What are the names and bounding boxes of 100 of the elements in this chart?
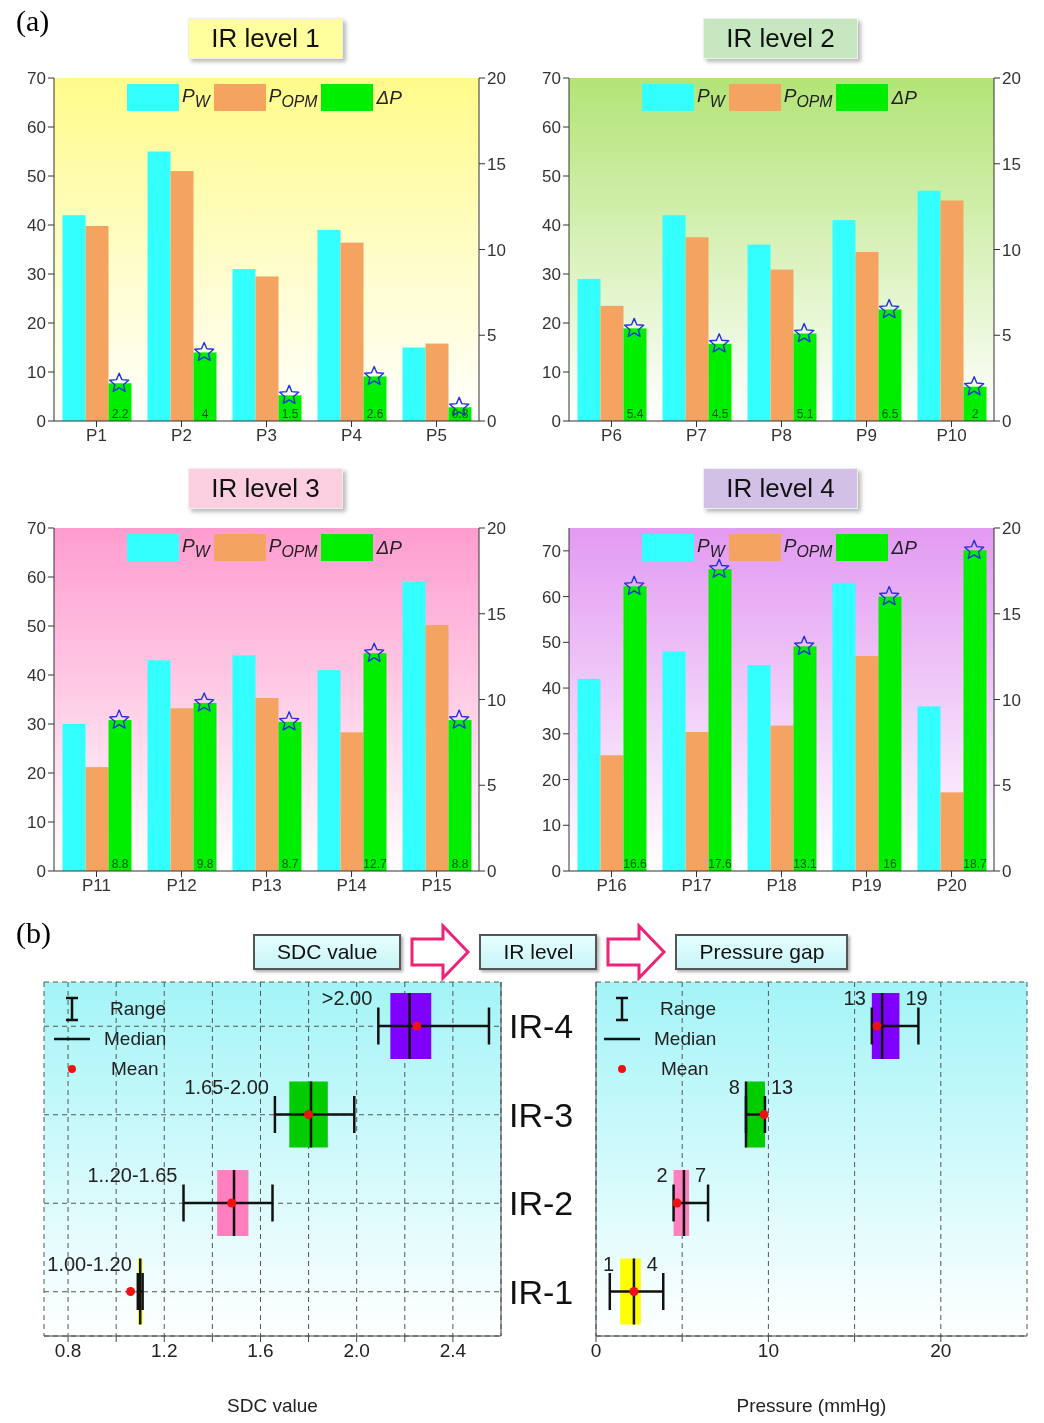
data-label: 4.5 <box>711 407 729 421</box>
y2-tick-label: 20 <box>1002 69 1021 89</box>
data-label: 4 <box>201 407 209 421</box>
bar <box>708 569 732 871</box>
x-tick-label: P10 <box>936 426 967 446</box>
data-label: 1.5 <box>281 407 299 421</box>
data-label: 6.5 <box>881 407 899 421</box>
bar <box>62 724 86 871</box>
y-tick-label: IR-3 <box>509 1095 574 1134</box>
y2-tick-label: 10 <box>487 690 506 710</box>
x-axis-title: SDC value <box>227 1395 318 1416</box>
y-tick-label: 20 <box>542 314 561 334</box>
text: (b) <box>16 916 51 950</box>
point <box>963 376 985 396</box>
bar <box>255 276 279 421</box>
y-tick-label: 40 <box>27 216 46 236</box>
x-tick-label: 20 <box>930 1340 952 1362</box>
point <box>108 709 130 729</box>
data-label: 13.1 <box>793 857 817 871</box>
legend-label: P$_{OPM}$ <box>268 84 318 111</box>
y-axis-title: IR level <box>479 934 598 970</box>
bar <box>62 215 86 421</box>
bar <box>747 244 771 421</box>
point <box>278 384 300 405</box>
bar <box>170 171 194 421</box>
x-axis-title: Pressure (mmHg) <box>736 1395 887 1416</box>
y-tick-label: 10 <box>542 363 561 383</box>
x-tick-label: 10 <box>757 1340 779 1362</box>
bar <box>940 200 964 421</box>
x-tick-label: 0.8 <box>54 1340 82 1362</box>
x-tick-label: P11 <box>82 876 111 896</box>
data-label: 2 <box>971 407 979 421</box>
y2-tick-label: 0 <box>487 862 497 882</box>
annotation: 2 <box>656 1164 668 1186</box>
bar <box>577 278 601 421</box>
point <box>363 365 385 386</box>
bar <box>232 655 256 871</box>
y-tick-label: IR-1 <box>509 1272 574 1311</box>
y-tick-label: IR-2 <box>509 1184 574 1223</box>
y2-tick-label: 10 <box>1002 240 1021 260</box>
y2-tick-label: 5 <box>487 326 497 346</box>
y2-tick-label: 15 <box>487 154 506 174</box>
point <box>448 709 470 729</box>
y-tick-label: 10 <box>27 813 46 833</box>
bar <box>917 706 941 871</box>
y-tick-label: 0 <box>551 412 561 432</box>
chart-title: SDC value <box>253 934 402 970</box>
data-label: 8.8 <box>451 857 469 871</box>
legend-label: P$_{W}$ <box>697 84 725 111</box>
bar <box>685 237 709 421</box>
y-tick-label: 30 <box>542 724 561 744</box>
legend-label: P$_{OPM}$ <box>783 84 833 111</box>
y-tick-label: 20 <box>27 314 46 334</box>
data-label: 8.8 <box>111 857 129 871</box>
annotation: Mean <box>111 1058 159 1080</box>
y2-tick-label: 5 <box>487 776 497 796</box>
y-tick-label: 50 <box>27 167 46 187</box>
y2-tick-label: 20 <box>1002 519 1021 539</box>
bar <box>963 550 987 871</box>
legend-label: P$_{W}$ <box>182 534 210 561</box>
y2-tick-label: 0 <box>487 412 497 432</box>
point <box>878 585 900 606</box>
y-tick-label: 50 <box>542 633 561 653</box>
y2-tick-label: 5 <box>1002 776 1012 796</box>
y-tick-label: 0 <box>551 862 561 882</box>
bar <box>832 582 856 871</box>
annotation: 4 <box>646 1252 658 1275</box>
bar <box>623 586 647 871</box>
y2-tick-label: 20 <box>487 519 506 539</box>
data-label: 18.7 <box>963 857 987 871</box>
point <box>193 341 215 362</box>
x-tick-label: 2.0 <box>343 1340 370 1362</box>
data-label: 16.6 <box>623 857 647 871</box>
y2-tick-label: 10 <box>487 240 506 260</box>
legend-label: P$_{W}$ <box>697 534 725 561</box>
y-tick-label: 70 <box>27 69 46 89</box>
y-tick-label: 40 <box>542 216 561 236</box>
y-tick-label: 40 <box>27 666 46 686</box>
x-tick-label: P14 <box>336 876 367 896</box>
y-tick-label: 30 <box>27 715 46 735</box>
y-tick-label: 50 <box>27 617 46 637</box>
bar <box>317 229 341 421</box>
y-tick-label: 60 <box>542 587 561 607</box>
annotation: 1.65-2.00 <box>184 1075 269 1098</box>
y-tick-label: 0 <box>36 412 46 432</box>
point <box>623 575 645 596</box>
data-label: 5.1 <box>796 407 814 421</box>
x-tick-label: P3 <box>256 426 277 446</box>
bar <box>147 660 171 871</box>
x-tick-label: P19 <box>851 876 882 896</box>
y2-tick-label: 10 <box>1002 690 1021 710</box>
bar <box>340 242 364 421</box>
x-tick-label: P7 <box>686 426 707 446</box>
x-tick-label: P2 <box>171 426 192 446</box>
y-tick-label: 30 <box>27 265 46 285</box>
data-label: 2.6 <box>366 407 384 421</box>
y2-tick-label: 0 <box>1002 412 1012 432</box>
point <box>878 298 900 319</box>
legend-label: ΔP <box>376 536 402 559</box>
data-label: 5.4 <box>626 407 644 421</box>
